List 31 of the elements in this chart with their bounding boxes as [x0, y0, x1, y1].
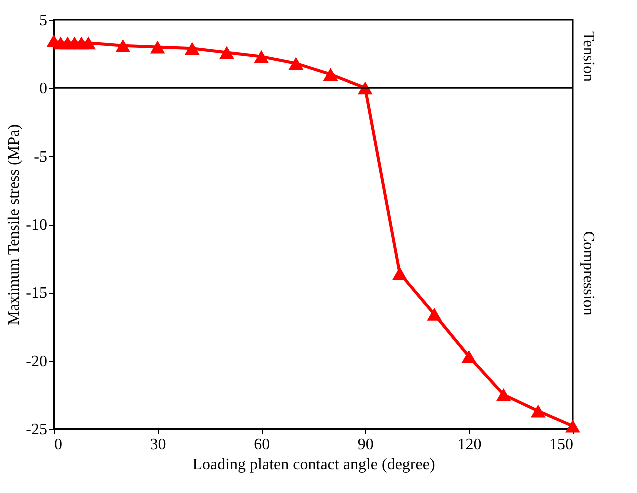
- text: Compression: [580, 231, 597, 316]
- y-tick-label: 5: [40, 12, 48, 30]
- point: [81, 36, 96, 50]
- point: [184, 42, 200, 56]
- point: [462, 350, 477, 364]
- point: [254, 50, 270, 64]
- x-tick-label: 90: [358, 436, 374, 454]
- x-tick-label: 0: [54, 436, 62, 454]
- y-axis-title: Maximum Tensile stress (MPa): [6, 124, 24, 326]
- y-tick-label: -20: [26, 353, 48, 370]
- y-tick-label: -10: [26, 217, 48, 234]
- point: [530, 404, 546, 418]
- x-axis-title: Loading platen contact angle (degree): [192, 456, 436, 474]
- x-tick-label: 60: [254, 436, 270, 454]
- y-tick-label: -5: [34, 148, 48, 166]
- y-tick-label: -25: [26, 422, 48, 438]
- point: [427, 308, 442, 321]
- point: [116, 39, 131, 52]
- point: [288, 57, 304, 70]
- y-tick-label: -15: [26, 285, 48, 302]
- point: [496, 388, 512, 402]
- x-tick-label: 150: [550, 436, 574, 454]
- point: [566, 420, 580, 433]
- x-tick-label: 30: [150, 436, 166, 454]
- point: [323, 68, 338, 81]
- y-tick-label: 0: [40, 80, 48, 98]
- text: Tension: [580, 32, 597, 82]
- point: [220, 46, 234, 60]
- point: [150, 40, 166, 54]
- x-tick-label: 120: [458, 436, 482, 454]
- point: [392, 267, 408, 280]
